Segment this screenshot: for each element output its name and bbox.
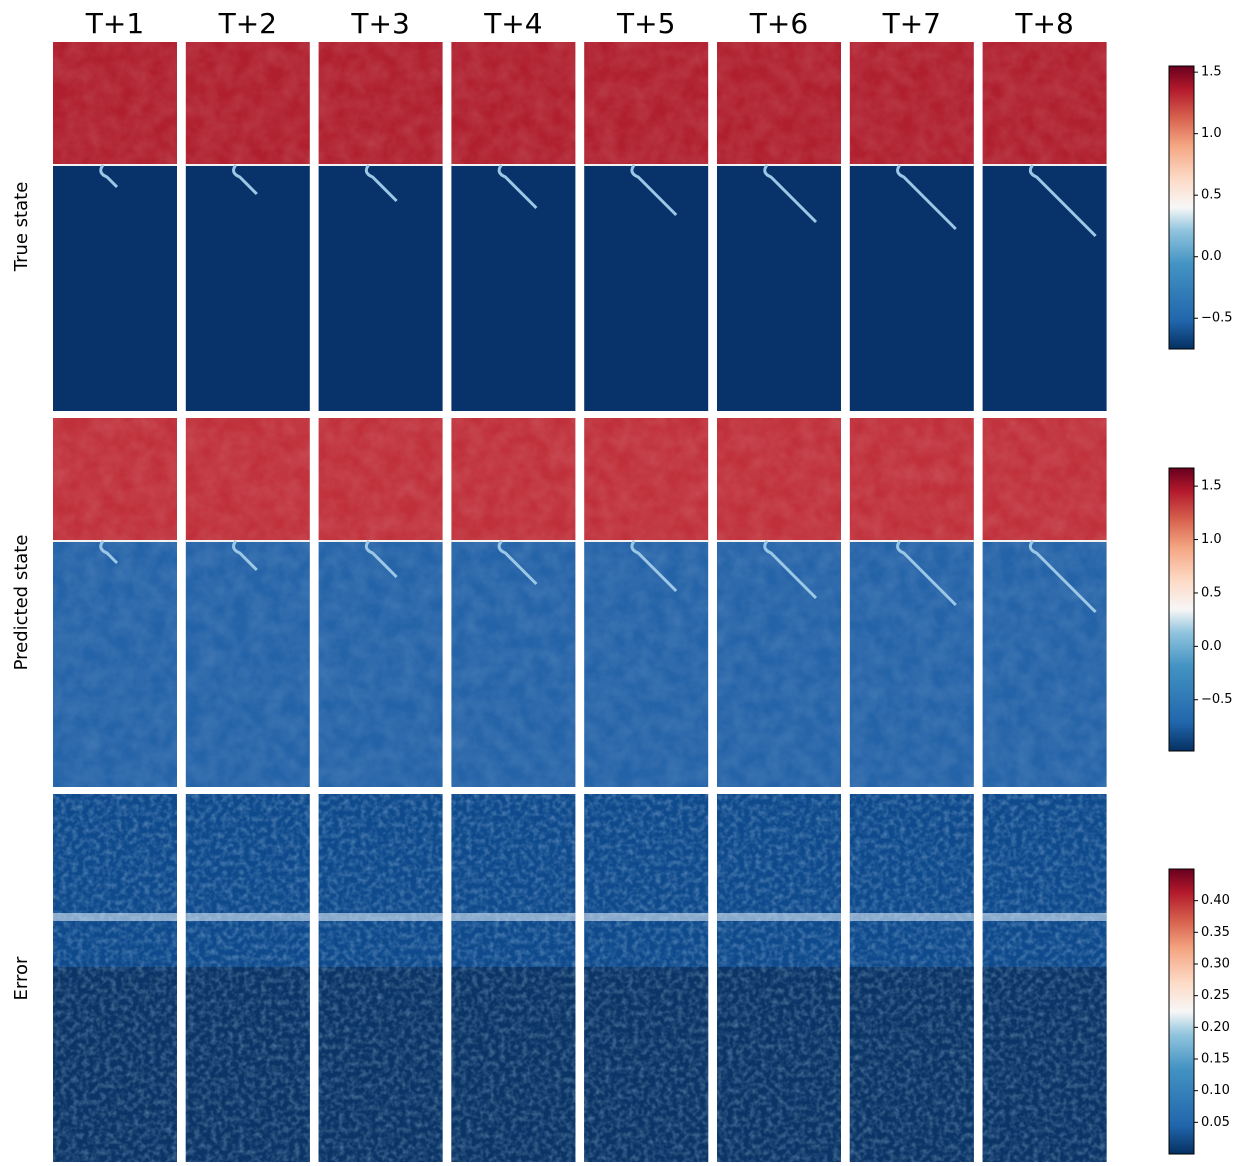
error-band <box>717 913 841 921</box>
error-band <box>186 913 310 921</box>
lower-fluid <box>584 165 708 411</box>
column-title: T+6 <box>749 7 808 40</box>
texture <box>186 794 310 1162</box>
row-label: Predicted state <box>11 535 32 671</box>
colorbar-tick-label: 0.25 <box>1201 988 1230 1003</box>
texture <box>451 418 575 787</box>
colorbar <box>1169 869 1194 1154</box>
error-band <box>53 913 177 921</box>
column-title: T+3 <box>350 7 409 40</box>
lower-fluid <box>451 165 575 411</box>
lower-fluid <box>983 165 1107 411</box>
row-label: True state <box>11 182 32 273</box>
texture <box>584 418 708 787</box>
texture <box>53 418 177 787</box>
field-panel <box>717 42 841 411</box>
error-band <box>319 913 443 921</box>
colorbar-tick-label: 0.40 <box>1201 893 1230 908</box>
field-panel <box>584 42 708 411</box>
field-panel <box>186 794 310 1162</box>
colorbar-tick-label: 0.0 <box>1201 639 1222 654</box>
colorbar-tick-label: 0.20 <box>1201 1020 1230 1035</box>
colorbar <box>1169 468 1194 751</box>
colorbar-tick-label: 1.5 <box>1201 65 1222 80</box>
texture <box>717 42 841 165</box>
field-panel <box>717 418 841 787</box>
field-panel <box>983 794 1107 1162</box>
colorbar-tick-label: 1.0 <box>1201 126 1222 141</box>
field-panel <box>850 42 974 411</box>
field-panel <box>584 794 708 1162</box>
lower-fluid <box>53 165 177 411</box>
texture <box>717 418 841 787</box>
texture <box>319 418 443 787</box>
colorbar-tick-label: 0.05 <box>1201 1115 1230 1130</box>
texture <box>186 42 310 165</box>
texture <box>983 794 1107 1162</box>
lower-fluid <box>186 165 310 411</box>
field-panel <box>53 794 177 1162</box>
texture <box>451 794 575 1162</box>
field-panel <box>717 794 841 1162</box>
colorbar-tick-label: 0.10 <box>1201 1083 1230 1098</box>
row-label: Error <box>11 956 32 1000</box>
texture <box>319 42 443 165</box>
column-title: T+1 <box>85 7 144 40</box>
field-panel <box>319 42 443 411</box>
field-panel <box>53 418 177 787</box>
field-panel <box>584 418 708 787</box>
field-panel <box>850 794 974 1162</box>
field-panel <box>850 418 974 787</box>
field-panel <box>451 418 575 787</box>
column-title: T+4 <box>483 7 542 40</box>
texture <box>850 794 974 1162</box>
field-panel <box>53 42 177 411</box>
colorbar-tick-label: −0.5 <box>1201 692 1233 707</box>
field-panel <box>451 794 575 1162</box>
texture <box>186 418 310 787</box>
texture <box>451 42 575 165</box>
texture <box>584 794 708 1162</box>
field-panel <box>319 418 443 787</box>
lower-fluid <box>319 165 443 411</box>
figure: T+1 T+2 T+3 T+4 T+5 T+6 T+7 T+8 True state −0.5 0.… <box>0 0 1243 1162</box>
colorbar-tick-label: 0.30 <box>1201 957 1230 972</box>
colorbar-tick-label: 0.5 <box>1201 585 1222 600</box>
column-title: T+5 <box>616 7 675 40</box>
field-panel <box>983 418 1107 787</box>
column-title: T+7 <box>882 7 941 40</box>
texture <box>53 42 177 165</box>
field-panel <box>983 42 1107 411</box>
colorbar <box>1169 66 1194 349</box>
colorbar-tick-label: 1.5 <box>1201 479 1222 494</box>
column-title: T+2 <box>218 7 277 40</box>
texture <box>319 794 443 1162</box>
colorbar-tick-label: 1.0 <box>1201 532 1222 547</box>
field-panel <box>186 418 310 787</box>
lower-fluid <box>850 165 974 411</box>
colorbar-tick-label: 0.15 <box>1201 1052 1230 1067</box>
texture <box>584 42 708 165</box>
texture <box>53 794 177 1162</box>
error-band <box>584 913 708 921</box>
field-panel <box>186 42 310 411</box>
error-band <box>850 913 974 921</box>
colorbar-tick-label: 0.35 <box>1201 925 1230 940</box>
column-title: T+8 <box>1014 7 1073 40</box>
lower-fluid <box>717 165 841 411</box>
texture <box>850 42 974 165</box>
colorbar-tick-label: 0.5 <box>1201 188 1222 203</box>
field-panel <box>319 794 443 1162</box>
texture <box>983 42 1107 165</box>
error-band <box>983 913 1107 921</box>
error-band <box>451 913 575 921</box>
colorbar-tick-label: −0.5 <box>1201 311 1233 326</box>
texture <box>717 794 841 1162</box>
colorbar-tick-label: 0.0 <box>1201 249 1222 264</box>
field-panel <box>451 42 575 411</box>
